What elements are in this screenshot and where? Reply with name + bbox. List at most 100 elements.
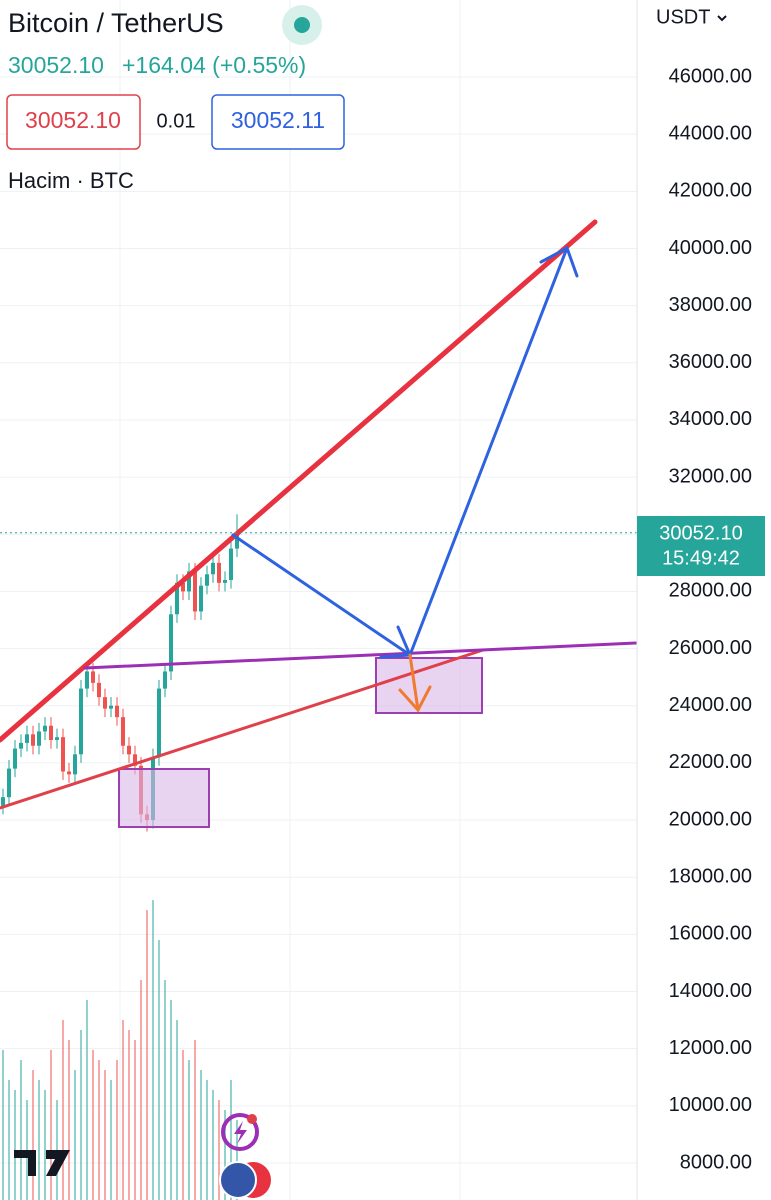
candle-body bbox=[49, 725, 53, 741]
volume-bar bbox=[98, 1060, 100, 1200]
status-dot bbox=[294, 17, 310, 33]
y-tick-label: 28000.00 bbox=[669, 580, 752, 602]
dropdown-icon[interactable] bbox=[717, 15, 727, 22]
price-tag-bg bbox=[637, 516, 765, 576]
candle-body bbox=[25, 734, 29, 743]
buy-button[interactable] bbox=[211, 94, 345, 150]
candle-body bbox=[61, 737, 65, 772]
volume-bar bbox=[110, 1080, 112, 1200]
currency[interactable]: USDT bbox=[656, 6, 710, 28]
change: +164.04 (+0.55%) bbox=[122, 52, 306, 78]
volume-bar bbox=[14, 1090, 16, 1200]
volume-bar bbox=[20, 1060, 22, 1200]
candle-body bbox=[13, 748, 17, 769]
volume-bar bbox=[170, 1000, 172, 1200]
volume-bar bbox=[134, 1040, 136, 1200]
volume-bar bbox=[44, 1090, 46, 1200]
candle-body bbox=[19, 742, 23, 749]
y-tick-label: 18000.00 bbox=[669, 865, 752, 887]
volume-bar bbox=[32, 1070, 34, 1200]
y-tick-label: 20000.00 bbox=[669, 808, 752, 830]
y-tick-label: 34000.00 bbox=[669, 408, 752, 430]
y-tick-label: 16000.00 bbox=[669, 923, 752, 945]
y-tick-label: 24000.00 bbox=[669, 694, 752, 716]
y-tick-label: 14000.00 bbox=[669, 980, 752, 1002]
candle-body bbox=[37, 731, 41, 746]
volume-bar bbox=[62, 1020, 64, 1200]
candle-body bbox=[43, 725, 47, 732]
candle-body bbox=[79, 688, 83, 755]
volume-bar bbox=[122, 1020, 124, 1200]
candle-body bbox=[217, 562, 221, 583]
volume-bar bbox=[50, 1050, 52, 1200]
volume-bar bbox=[92, 1050, 94, 1200]
volume-bar bbox=[182, 1050, 184, 1200]
volume-bar bbox=[194, 1040, 196, 1200]
candle-body bbox=[205, 574, 209, 586]
y-tick-label: 36000.00 bbox=[669, 351, 752, 373]
volume-bar bbox=[236, 1120, 238, 1200]
candle-body bbox=[103, 697, 107, 709]
arrow bbox=[231, 533, 413, 659]
price-axis bbox=[637, 0, 771, 1200]
arrow bbox=[398, 653, 432, 713]
icon[interactable] bbox=[221, 1113, 259, 1151]
volume-bar bbox=[140, 980, 142, 1200]
candle-body bbox=[67, 771, 71, 775]
volume-bar bbox=[176, 1020, 178, 1200]
icon bbox=[234, 1121, 247, 1144]
candle-body bbox=[193, 571, 197, 612]
candle-body bbox=[157, 688, 161, 758]
y-tick-label: 26000.00 bbox=[669, 637, 752, 659]
sell-button[interactable] bbox=[6, 94, 141, 150]
arrow bbox=[408, 245, 579, 657]
y-tick-label: 12000.00 bbox=[669, 1037, 752, 1059]
tv-logo[interactable] bbox=[14, 1150, 70, 1176]
candle-body bbox=[223, 579, 227, 583]
volume-bar bbox=[230, 1080, 232, 1200]
candle-body bbox=[7, 768, 11, 798]
volume-bar bbox=[128, 1030, 130, 1200]
candle-body bbox=[31, 734, 35, 746]
candle-body bbox=[109, 705, 113, 709]
zone-box bbox=[118, 768, 210, 828]
price-tag-timer: 15:49:42 bbox=[662, 547, 740, 569]
trend-line bbox=[83, 641, 639, 670]
symbol: Bitcoin / TetherUS bbox=[8, 8, 224, 38]
candle-body bbox=[199, 585, 203, 612]
y-tick-label: 46000.00 bbox=[669, 65, 752, 87]
candle-body bbox=[235, 532, 239, 549]
volume-bar bbox=[2, 1050, 4, 1200]
candle-body bbox=[133, 754, 137, 766]
volume-bar bbox=[8, 1080, 10, 1200]
y-tick-label: 42000.00 bbox=[669, 180, 752, 202]
y-tick-label: 8000.00 bbox=[680, 1151, 752, 1173]
sell-price[interactable]: 30052.10 bbox=[25, 107, 121, 133]
volume-bar bbox=[218, 1100, 220, 1200]
volume-bar bbox=[224, 1110, 226, 1200]
spread: 0.01 bbox=[157, 110, 196, 132]
candle-body bbox=[169, 614, 173, 672]
candle-body bbox=[181, 582, 185, 592]
candle-body bbox=[121, 717, 125, 746]
price: 30052.10 bbox=[8, 52, 104, 78]
price-tag-value: 30052.10 bbox=[659, 522, 742, 544]
volume-bar bbox=[146, 910, 148, 1200]
volume-bar bbox=[38, 1080, 40, 1200]
volume-bar bbox=[104, 1070, 106, 1200]
y-tick-label: 32000.00 bbox=[669, 465, 752, 487]
volume-label: Hacim · BTC bbox=[8, 168, 134, 193]
volume-bar bbox=[74, 1070, 76, 1200]
volume-bar bbox=[158, 940, 160, 1200]
drawings bbox=[0, 219, 639, 828]
volume-bar bbox=[164, 980, 166, 1200]
volume-bar bbox=[68, 1040, 70, 1200]
candle-body bbox=[97, 682, 101, 698]
candle-body bbox=[91, 671, 95, 683]
volume-bar bbox=[80, 1030, 82, 1200]
buy-price[interactable]: 30052.11 bbox=[231, 107, 325, 133]
icon-badge bbox=[247, 1114, 257, 1124]
candle-body bbox=[115, 705, 119, 718]
icon[interactable] bbox=[219, 1161, 257, 1199]
y-tick-label: 10000.00 bbox=[669, 1094, 752, 1116]
